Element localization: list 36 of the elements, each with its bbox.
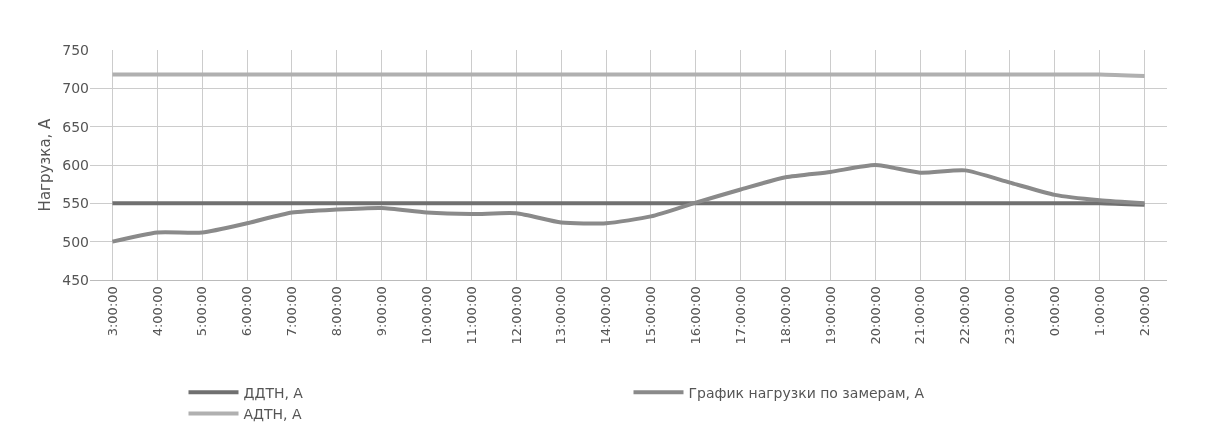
legend-label: График нагрузки по замерам, А — [688, 384, 925, 401]
x-tick-label: 17:00:00 — [732, 286, 748, 345]
x-tick-label: 0:00:00 — [1047, 286, 1063, 337]
x-tick-label: 13:00:00 — [553, 286, 569, 345]
x-tick-label: 8:00:00 — [329, 286, 345, 337]
x-tick-label: 16:00:00 — [688, 286, 704, 345]
y-tick-label: 650 — [62, 118, 89, 135]
x-tick-label: 14:00:00 — [598, 286, 614, 345]
y-axis-title: Нагрузка, А — [36, 117, 54, 212]
legend-label: АДТН, А — [243, 405, 302, 422]
x-tick-label: 23:00:00 — [1002, 286, 1018, 345]
x-tick-label: 4:00:00 — [149, 286, 165, 337]
x-tick-label: 18:00:00 — [777, 286, 793, 345]
x-tick-label: 9:00:00 — [373, 286, 389, 337]
y-tick-label: 550 — [62, 195, 89, 212]
y-tick-label: 450 — [62, 271, 89, 288]
x-tick-label: 15:00:00 — [643, 286, 659, 345]
y-tick-label: 600 — [62, 156, 89, 173]
x-tick-label: 21:00:00 — [912, 286, 928, 345]
x-tick-label: 5:00:00 — [194, 286, 210, 337]
x-tick-label: 12:00:00 — [508, 286, 524, 345]
x-tick-label: 22:00:00 — [957, 286, 973, 345]
x-tick-label: 3:00:00 — [104, 286, 120, 337]
x-tick-label: 2:00:00 — [1136, 286, 1152, 337]
x-tick-label: 1:00:00 — [1091, 286, 1107, 337]
x-tick-label: 11:00:00 — [463, 286, 479, 345]
x-tick-label: 6:00:00 — [239, 286, 255, 337]
x-tick-label: 10:00:00 — [418, 286, 434, 345]
x-tick-label: 20:00:00 — [867, 286, 883, 345]
y-tick-label: 700 — [62, 80, 89, 97]
legend-label: ДДТН, А — [243, 384, 304, 401]
y-tick-label: 750 — [62, 41, 89, 58]
y-tick-label: 500 — [62, 233, 89, 250]
line-series — [110, 163, 1147, 244]
x-tick-label: 7:00:00 — [284, 286, 300, 337]
x-tick-label: 19:00:00 — [822, 286, 838, 345]
